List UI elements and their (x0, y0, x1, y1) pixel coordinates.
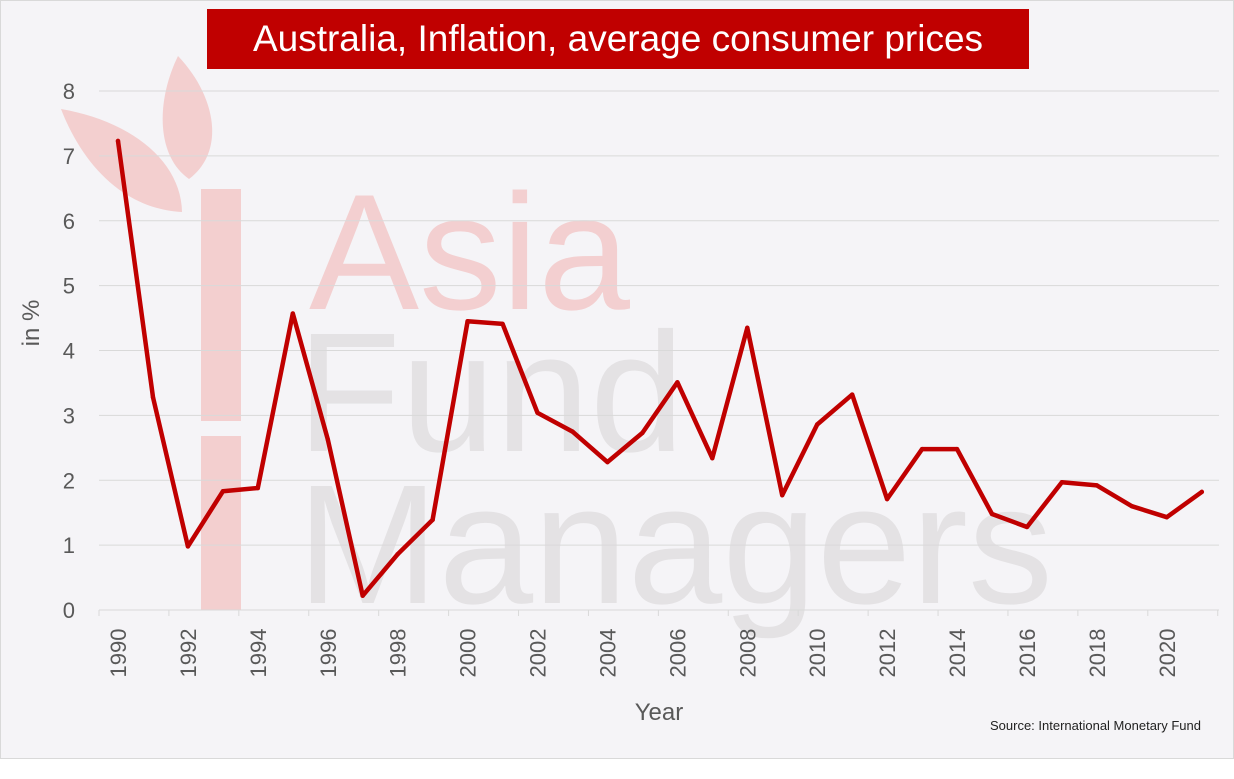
y-tick-label: 3 (63, 403, 75, 428)
data-point-2000 (465, 319, 470, 324)
data-point-2015 (989, 511, 995, 517)
data-point-1995 (290, 311, 295, 316)
data-point-1990 (115, 138, 121, 144)
x-tick-label: 2014 (945, 629, 970, 678)
data-point-2004 (605, 459, 610, 465)
data-point-1993 (220, 489, 226, 494)
data-point-2002 (535, 410, 540, 415)
data-point-2014 (954, 446, 960, 452)
data-point-2007 (710, 455, 715, 461)
series-line-0 (115, 138, 1205, 598)
series-layer (115, 138, 1205, 598)
y-tick-label: 2 (63, 468, 75, 493)
watermark-logo: Asia Fund Managers (61, 56, 1053, 640)
gridlines (99, 90, 1219, 546)
y-tick-label: 6 (63, 209, 75, 234)
data-point-2021 (1199, 489, 1204, 495)
data-point-2009 (780, 492, 785, 498)
x-tick-label: 1998 (386, 629, 411, 678)
data-point-1997 (360, 593, 365, 598)
data-point-2012 (884, 496, 890, 502)
data-point-2019 (1129, 504, 1135, 509)
y-tick-label: 1 (63, 533, 75, 558)
data-point-1992 (185, 544, 191, 549)
x-tick-label: 2010 (805, 629, 830, 678)
x-tick-label: 2000 (456, 629, 481, 678)
data-point-1998 (395, 552, 400, 557)
data-point-2013 (919, 446, 925, 452)
x-tick-label: 2020 (1155, 629, 1180, 678)
x-tick-label: 1990 (106, 629, 131, 678)
data-point-2008 (745, 325, 750, 330)
x-tick-label: 2012 (875, 629, 900, 678)
y-tick-label: 4 (63, 339, 75, 364)
x-tick-label: 1992 (176, 629, 201, 678)
data-point-2001 (500, 321, 505, 327)
data-point-2011 (849, 392, 855, 397)
data-point-1999 (430, 517, 435, 523)
data-point-2010 (815, 422, 820, 427)
svg-text:Asia: Asia (309, 160, 630, 344)
y-axis-label: in % (18, 300, 45, 347)
data-point-2005 (640, 430, 645, 436)
source-note: Source: International Monetary Fund (989, 718, 1201, 733)
chart-title: Australia, Inflation, average consumer p… (207, 9, 1029, 69)
chart-frame: Asia Fund Managers 0 1 2 3 4 5 6 7 8 1990 1992 1994… (0, 0, 1234, 759)
x-tick-label: 2008 (735, 629, 760, 678)
y-tick-label: 5 (63, 274, 75, 299)
x-tick-label: 1996 (316, 629, 341, 678)
y-tick-label: 7 (63, 144, 75, 169)
x-tick-label: 2006 (665, 629, 690, 678)
x-tick-label: 2004 (595, 629, 620, 678)
data-point-2017 (1059, 479, 1065, 485)
x-tick-label: 2002 (526, 629, 551, 678)
data-point-2020 (1164, 515, 1170, 520)
y-tick-label: 0 (63, 598, 75, 623)
chart-canvas: Asia Fund Managers 0 1 2 3 4 5 6 7 8 1990 1992 1994… (18, 56, 1219, 726)
data-point-2003 (570, 429, 575, 434)
data-point-1996 (325, 437, 330, 442)
x-tick-label: 2018 (1085, 629, 1110, 678)
data-point-2006 (675, 380, 680, 385)
data-point-1994 (255, 485, 261, 491)
x-tick-label: 2016 (1015, 629, 1040, 678)
x-axis-label: Year (635, 699, 684, 726)
svg-text:Fund: Fund (297, 298, 684, 488)
axes: 0 1 2 3 4 5 6 7 8 1990 1992 1994 1996 1998 2000 2002 200… (63, 79, 1219, 677)
data-point-1991 (150, 395, 156, 400)
y-tick-label: 8 (63, 79, 75, 104)
x-tick-label: 1994 (246, 629, 271, 678)
data-point-2016 (1024, 524, 1030, 530)
data-point-2018 (1094, 483, 1100, 488)
